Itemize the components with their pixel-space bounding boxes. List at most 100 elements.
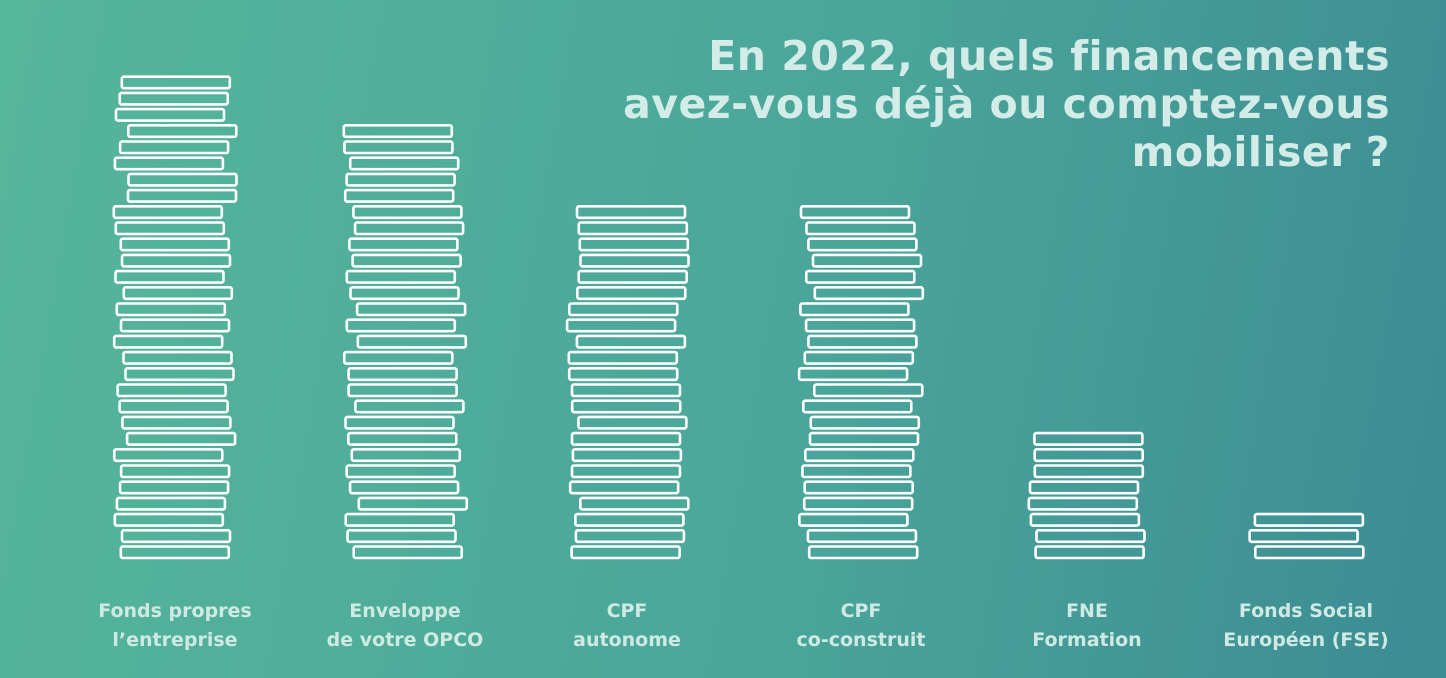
bar-unit: [577, 269, 689, 284]
bar-unit: [571, 447, 683, 463]
bar-unit: [351, 253, 462, 268]
bar-unit: [343, 140, 454, 155]
bar-unit: [807, 334, 918, 349]
bar-unit: [119, 464, 231, 479]
bar-unit: [122, 285, 234, 301]
bar-unit: [577, 221, 689, 236]
bar-unit: [345, 269, 457, 284]
bar-unit: [121, 415, 232, 430]
bar-unit: [119, 237, 231, 252]
bar-unit: [570, 399, 682, 414]
bar-unit: [801, 399, 913, 414]
category-label-6: Fonds Social Européen (FSE): [1206, 597, 1406, 655]
bar-unit: [342, 124, 454, 139]
bar-unit: [126, 188, 238, 203]
bar-unit: [357, 496, 469, 511]
category-label-line: Enveloppe: [349, 600, 461, 622]
category-label-4: CPF co-construit: [761, 597, 961, 655]
bar-unit: [346, 528, 457, 544]
bar-stack-2: [342, 124, 469, 560]
bar-unit: [570, 464, 682, 479]
bar-unit: [1029, 512, 1141, 527]
category-label-line: FNE: [1066, 600, 1108, 622]
bar-unit: [1034, 545, 1145, 560]
category-label-1: Fonds propres l’entreprise: [75, 597, 275, 655]
bar-unit: [118, 480, 230, 495]
bar-unit: [115, 496, 227, 511]
bar-unit: [1028, 480, 1140, 495]
bar-unit: [575, 285, 687, 301]
bar-unit: [122, 350, 233, 365]
bar-unit: [345, 464, 457, 479]
bar-unit: [344, 415, 455, 430]
category-label-3: CPF autonome: [527, 597, 727, 655]
bar-unit: [1035, 528, 1146, 544]
bar-unit: [565, 318, 677, 333]
bar-unit: [114, 107, 226, 122]
bar-unit: [112, 205, 224, 220]
bar-unit: [577, 415, 688, 430]
bar-unit: [806, 528, 918, 544]
bar-unit: [813, 285, 925, 301]
bar-unit: [805, 221, 916, 236]
bar-unit: [114, 221, 226, 236]
bar-unit: [118, 399, 229, 414]
title-line-3: mobiliser ?: [1131, 128, 1390, 176]
bar-unit: [350, 447, 462, 463]
category-label-line: Fonds Social: [1238, 600, 1374, 622]
title-line-2: avez-vous déjà ou comptez-vous: [623, 80, 1390, 128]
bar-unit: [801, 464, 912, 479]
bar-unit: [125, 431, 237, 446]
bar-unit: [804, 318, 916, 333]
chart-title: En 2022, quels financements avez-vous dé…: [570, 32, 1390, 176]
bar-unit: [345, 318, 457, 333]
bar-stack-6: [1248, 512, 1365, 560]
bar-unit: [348, 237, 459, 252]
bar-unit: [354, 399, 465, 414]
bar-unit: [798, 512, 909, 527]
bar-unit: [112, 334, 224, 349]
category-label-line: l’entreprise: [112, 629, 238, 651]
bar-unit: [1253, 512, 1365, 527]
bar-unit: [127, 124, 238, 139]
category-label-5: FNE Formation: [987, 597, 1187, 655]
bar-unit: [113, 156, 225, 171]
bar-unit: [356, 334, 468, 349]
bar-unit: [353, 221, 465, 236]
bar-unit: [568, 480, 680, 495]
bar-unit: [355, 302, 467, 317]
bar-unit: [567, 366, 679, 382]
bar-unit: [1027, 496, 1139, 511]
bar-unit: [343, 188, 455, 203]
bar-unit: [352, 545, 464, 560]
category-label-line: autonome: [573, 629, 681, 651]
category-label-line: CPF: [606, 600, 648, 622]
bar-unit: [119, 545, 231, 560]
bar-unit: [118, 140, 230, 155]
bar-unit: [803, 480, 915, 495]
bar-unit: [807, 545, 919, 560]
bar-unit: [579, 253, 690, 268]
bar-unit: [348, 156, 460, 171]
bar-unit: [127, 172, 238, 187]
bar-unit: [803, 350, 915, 365]
bar-unit: [797, 366, 909, 382]
category-label-line: CPF: [840, 600, 882, 622]
bar-unit: [570, 383, 682, 398]
bar-stack-5: [1027, 431, 1146, 560]
bar-unit: [570, 431, 682, 446]
bar-unit: [574, 528, 686, 544]
bar-unit: [113, 512, 225, 527]
bar-unit: [567, 302, 679, 317]
bar-unit: [799, 302, 910, 317]
bar-unit: [1033, 464, 1145, 479]
category-label-line: Formation: [1032, 629, 1142, 651]
bar-unit: [1248, 528, 1359, 544]
bar-unit: [574, 512, 685, 527]
bar-unit: [802, 496, 914, 511]
bar-unit: [348, 480, 460, 495]
bar-unit: [119, 318, 231, 333]
bar-unit: [342, 350, 454, 365]
title-line-1: En 2022, quels financements: [708, 32, 1390, 80]
